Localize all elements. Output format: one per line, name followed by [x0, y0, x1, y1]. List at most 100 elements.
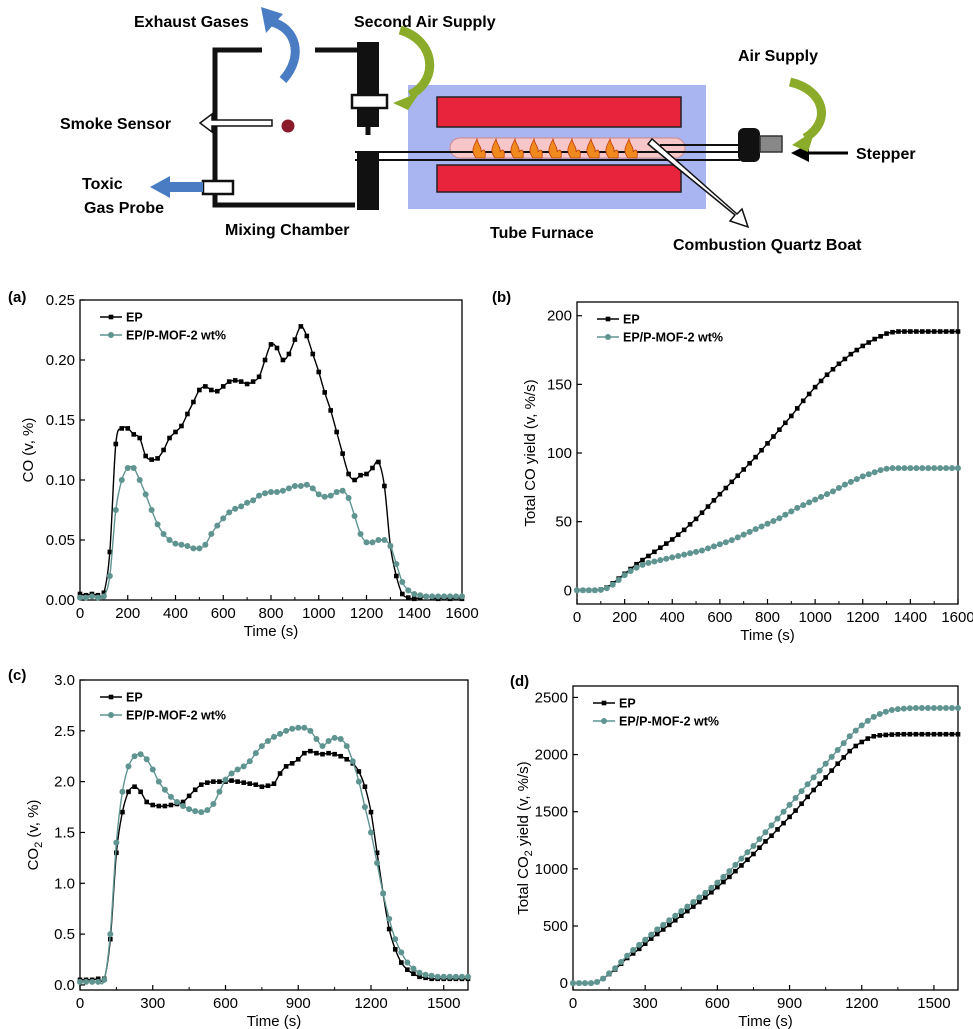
data-point-ep [787, 814, 792, 820]
panel-label-d: (d) [510, 673, 529, 690]
data-point-ep-pmof [699, 547, 706, 554]
data-point-ep-pmof [155, 778, 162, 785]
data-point-ep [192, 787, 198, 793]
data-point-ep-pmof [798, 788, 805, 795]
data-point-ep [727, 874, 732, 880]
data-point-ep [733, 868, 738, 874]
data-point-ep-pmof [627, 568, 634, 575]
data-point-ep-pmof [452, 973, 459, 980]
data-point-ep-pmof [337, 735, 344, 742]
data-point-ep [144, 799, 149, 805]
y-tick-label: 1.5 [54, 824, 75, 841]
data-point-ep [751, 851, 756, 857]
data-point-ep [865, 736, 871, 741]
data-point-ep [138, 789, 143, 795]
data-point-ep [693, 516, 699, 522]
data-point-ep-pmof [404, 959, 411, 966]
data-point-ep-pmof [313, 735, 320, 742]
data-point-ep [919, 329, 925, 334]
data-point-ep-pmof [834, 747, 841, 753]
data-point-ep-pmof [77, 978, 83, 985]
data-point-ep [681, 527, 687, 533]
y-tick-label: 0.15 [46, 412, 75, 429]
data-point-ep-pmof [913, 465, 920, 472]
data-point-ep [777, 427, 782, 432]
y-tick-label: 0.5 [54, 926, 75, 943]
legend-label: EP/P-MOF-2 wt% [126, 329, 226, 343]
data-point-ep-pmof [780, 808, 787, 815]
data-point-ep-pmof [333, 489, 340, 495]
data-point-ep-pmof [687, 550, 694, 557]
data-point-ep-pmof [942, 704, 949, 711]
label-gas-probe: Gas Probe [84, 200, 164, 217]
data-point-ep-pmof [143, 756, 150, 763]
y-tick-label: 2.0 [54, 774, 75, 791]
y-axis-title: CO (v, %) [20, 418, 37, 483]
data-point-ep [262, 357, 268, 363]
data-point-ep [763, 839, 768, 844]
data-point-ep [370, 465, 375, 471]
data-point-ep-pmof [106, 573, 113, 579]
data-point-ep [265, 783, 271, 789]
second-air-port [350, 93, 389, 110]
data-point-ep [167, 435, 172, 441]
data-point-ep-pmof [847, 478, 854, 485]
data-point-ep-pmof [621, 572, 628, 579]
data-point-ep-pmof [804, 781, 811, 788]
data-point-ep [871, 733, 877, 739]
data-point-ep-pmof [888, 707, 895, 713]
data-point-ep-pmof [386, 915, 393, 922]
data-point-ep-pmof [636, 941, 643, 948]
data-point-ep-pmof [89, 978, 96, 985]
data-point-ep [781, 820, 786, 826]
data-point-ep-pmof [816, 767, 823, 774]
data-point-ep-pmof [702, 889, 709, 896]
data-point-ep-pmof [357, 531, 364, 537]
data-point-ep-pmof [264, 737, 271, 744]
data-point-ep [769, 833, 774, 839]
data-point-ep [411, 971, 416, 977]
data-point-ep-pmof [434, 973, 441, 980]
data-point-ep [332, 751, 337, 757]
data-point-ep-pmof [258, 743, 265, 750]
data-point-ep [295, 756, 301, 762]
x-axis-title: Time (s) [740, 627, 794, 644]
data-point-ep [866, 340, 872, 345]
data-point-ep [114, 850, 119, 856]
data-point-ep-pmof [600, 975, 607, 982]
flame-icon [529, 137, 543, 159]
heater-upper [436, 96, 682, 128]
data-point-ep-pmof [148, 507, 155, 513]
data-point-ep [660, 927, 666, 932]
data-point-ep [853, 743, 859, 749]
y-tick-label: 1.0 [54, 875, 75, 892]
y-tick-label: 500 [543, 918, 568, 935]
data-point-ep-pmof [309, 485, 316, 492]
data-point-ep [914, 329, 919, 334]
data-point-ep [376, 459, 381, 465]
data-point-ep-pmof [124, 465, 131, 471]
data-point-ep-pmof [349, 758, 356, 765]
data-point-ep [120, 809, 125, 815]
y-tick-label: 200 [547, 308, 572, 325]
chart-b: 0 200 400 600 800 1000 1200 1400 1600 0 50 100 150 20… [522, 301, 973, 644]
x-tick-label: 1500 [427, 995, 460, 1012]
x-axis-title: Time (s) [244, 623, 298, 640]
data-point-ep-pmof [720, 873, 727, 880]
data-point-ep-pmof [588, 980, 595, 987]
data-point-ep-pmof [858, 722, 865, 729]
data-point-ep [741, 467, 746, 472]
data-point-ep [896, 329, 901, 334]
data-point-ep [314, 750, 319, 756]
label-exhaust-gases: Exhaust Gases [134, 14, 249, 31]
data-point-ep-pmof [351, 513, 358, 519]
data-point-ep-pmof [663, 555, 670, 562]
data-point-ep-pmof [648, 931, 655, 938]
data-point-ep [771, 434, 776, 439]
data-point-ep-pmof [82, 594, 89, 601]
data-point-ep [691, 904, 696, 909]
data-point-ep-pmof [776, 515, 783, 522]
data-point-ep-pmof [846, 733, 853, 740]
data-point-ep [283, 764, 289, 769]
data-point-ep [648, 936, 654, 941]
